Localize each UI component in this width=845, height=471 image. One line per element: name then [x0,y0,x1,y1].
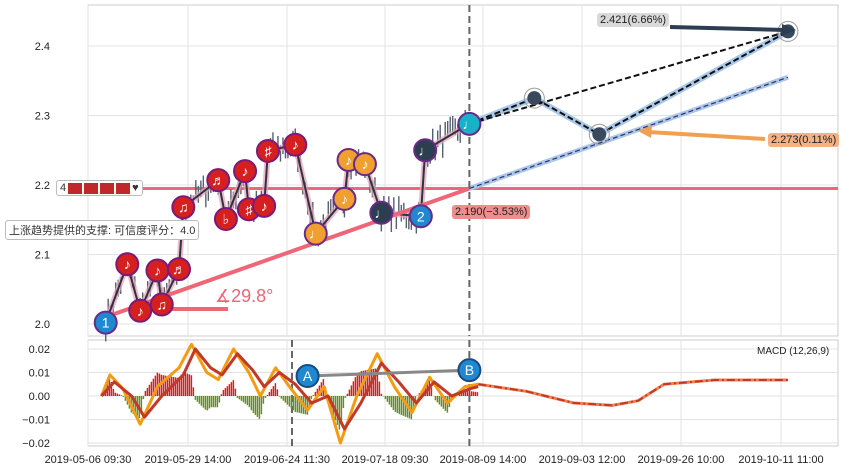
x-tick-label: 2019-09-26 10:00 [638,454,725,466]
wave-marker-glyph: ♪ [154,262,161,278]
legend-heart-icon: ♥ [132,182,139,194]
wave-marker-glyph: ♪ [137,303,144,319]
macd-dea-line [100,347,479,431]
y-tick-label: 2.3 [35,111,50,123]
macd-title: MACD (12,26,9) [757,346,830,357]
wave-marker-glyph: ♩ [418,142,432,158]
legend-box[interactable]: 4 ♥ [56,180,143,196]
wave-marker-glyph: ♬ [211,172,225,188]
x-tick-label: 2019-05-29 14:00 [145,454,232,466]
macd-y-tick-label: 0.02 [29,344,50,356]
x-tick-label: 2019-08-09 14:00 [440,454,527,466]
wave-marker-glyph: ♬ [172,261,186,277]
wave-marker [149,292,174,317]
wave-marker-glyph: ♩ [309,226,323,242]
support-tooltip: 上涨趋势提供的支撑: 可信度评分：4.0 [5,220,200,240]
x-tick-label: 2019-09-03 12:00 [539,454,626,466]
wave-marker [115,252,140,277]
divergence-marker-label: B [465,362,474,378]
wave-marker-glyph: ♪ [361,156,368,172]
divergence-marker [295,364,320,389]
wave-marker [93,310,118,335]
wave-marker [408,204,433,229]
y-tick-label: 2.1 [35,250,50,262]
wave-marker-glyph: ♩ [462,116,476,132]
macd-y-tick-label: −0.02 [22,438,50,450]
forecast-target-ring [523,87,545,109]
wave-marker-glyph: 2 [417,208,425,224]
forecast-target-point [592,127,607,142]
divergence-line [307,368,470,378]
wave-marker-glyph: ♫ [157,297,168,313]
wave-marker-glyph: ♪ [242,163,249,179]
macd-y-tick-label: −0.01 [22,415,50,427]
angle-label: ∡29.8° [215,286,274,306]
label-support-target: 2.190(−3.53%) [452,205,531,219]
wave-marker [255,138,280,163]
x-tick-label: 2019-10-11 11:00 [738,454,823,466]
macd-y-tick-label: 0.00 [29,391,50,403]
arrow-mid-head [638,125,652,138]
forecast-target-point [527,91,542,106]
label-top-target: 2.421(6.66%) [597,13,670,27]
wave-marker [303,221,328,246]
wave-marker-glyph: 1 [102,315,110,331]
legend-icon [100,182,115,194]
macd-dif-line [99,342,479,445]
divergence-marker-label: A [303,368,313,384]
wave-marker-glyph: ♯ [245,201,253,217]
legend-icon [84,182,99,194]
y-tick-label: 2.0 [35,319,50,331]
legend-icon [68,182,83,194]
wave-marker [171,195,196,220]
wave-marker [352,152,377,177]
forecast-target-ring [588,123,610,145]
wave-marker-glyph: ♫ [178,199,189,215]
wave-marker [283,132,308,157]
wave-marker [128,298,153,323]
y-tick-label: 2.4 [35,41,50,53]
wave-marker-glyph: ♪ [292,137,299,153]
legend-number: 4 [60,182,67,194]
macd-forecast-line [478,379,788,407]
wave-marker [233,159,258,184]
wave-marker-glyph: ♪ [341,191,348,207]
wave-marker [457,111,482,136]
macd-y-tick-label: 0.01 [29,368,50,380]
support-extension-line [469,76,789,190]
divergence-marker [457,358,482,383]
arrow-top [669,25,787,32]
wave-marker-glyph: ♯ [264,143,272,159]
y-tick-label: 2.2 [35,180,50,192]
wave-marker-glyph: ♪ [345,152,352,168]
wave-marker [332,186,357,211]
wave-marker [213,207,238,232]
wave-marker [252,193,277,218]
x-tick-label: 2019-06-24 11:30 [244,454,330,466]
label-mid-target: 2.273(0.11%) [768,133,840,147]
forecast-band [468,28,790,138]
wave-marker [167,257,192,282]
wave-marker-glyph: ♪ [261,198,268,214]
price-panel [87,4,839,337]
wave-marker-glyph: ♭ [223,211,230,227]
arrow-top-head [782,24,796,36]
legend-icon [116,182,131,194]
wave-marker [206,168,231,193]
wave-marker-glyph: ♩ [374,205,388,221]
wave-marker [369,200,394,225]
forecast-upper-line [469,30,789,125]
wave-marker [413,138,438,163]
x-tick-label: 2019-05-06 09:30 [45,454,132,466]
wave-marker-glyph: ♪ [124,256,131,272]
x-tick-label: 2019-07-18 09:30 [342,454,429,466]
arrow-mid [647,130,766,141]
